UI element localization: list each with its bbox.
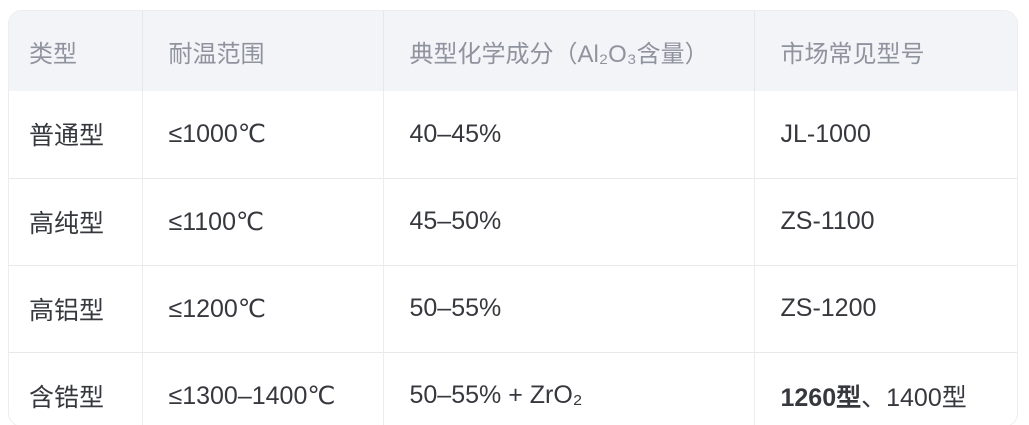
cell-models: ZS-1100 [753, 177, 1017, 265]
model-text: 、1400型 [861, 383, 967, 412]
col-header-temp-range: 耐温范围 [141, 11, 383, 91]
table-body: 普通型 ≤1000℃ 40–45% JL-1000 高纯型 ≤1100℃ 45–… [9, 91, 1017, 425]
cell-models: JL-1000 [753, 91, 1017, 178]
cell-models: 1260型、1400型 [753, 351, 1017, 425]
cell-type: 普通型 [9, 91, 142, 178]
spec-table: 类型 耐温范围 典型化学成分（Al₂O₃含量） 市场常见型号 普通型 ≤1000… [9, 11, 1017, 425]
model-text: 1260型 [780, 383, 862, 412]
spec-table-card: 类型 耐温范围 典型化学成分（Al₂O₃含量） 市场常见型号 普通型 ≤1000… [8, 10, 1018, 425]
table-header: 类型 耐温范围 典型化学成分（Al₂O₃含量） 市场常见型号 [9, 11, 1017, 91]
model-text: ZS-1100 [780, 207, 875, 235]
cell-temp-range: ≤1300–1400℃ [141, 351, 383, 425]
table-row: 高纯型 ≤1100℃ 45–50% ZS-1100 [9, 177, 1017, 265]
model-text: JL-1000 [780, 119, 871, 148]
model-text: ZS-1200 [780, 294, 877, 322]
col-header-type: 类型 [9, 11, 142, 91]
cell-type: 高纯型 [9, 177, 142, 265]
cell-composition: 50–55% [382, 264, 754, 352]
cell-type: 含锆型 [9, 351, 142, 425]
cell-type: 高铝型 [9, 264, 142, 352]
table-row: 高铝型 ≤1200℃ 50–55% ZS-1200 [9, 264, 1017, 352]
cell-composition: 45–50% [382, 177, 754, 265]
table-row: 含锆型 ≤1300–1400℃ 50–55% + ZrO₂ 1260型、1400… [9, 351, 1017, 425]
cell-temp-range: ≤1000℃ [141, 91, 383, 178]
cell-models: ZS-1200 [753, 264, 1017, 352]
col-header-models: 市场常见型号 [753, 11, 1017, 91]
header-row: 类型 耐温范围 典型化学成分（Al₂O₃含量） 市场常见型号 [9, 11, 1017, 91]
cell-temp-range: ≤1100℃ [141, 177, 383, 265]
col-header-composition: 典型化学成分（Al₂O₃含量） [382, 11, 754, 91]
cell-temp-range: ≤1200℃ [141, 264, 383, 352]
table-row: 普通型 ≤1000℃ 40–45% JL-1000 [9, 91, 1017, 178]
cell-composition: 50–55% + ZrO₂ [382, 351, 754, 425]
cell-composition: 40–45% [382, 91, 754, 178]
